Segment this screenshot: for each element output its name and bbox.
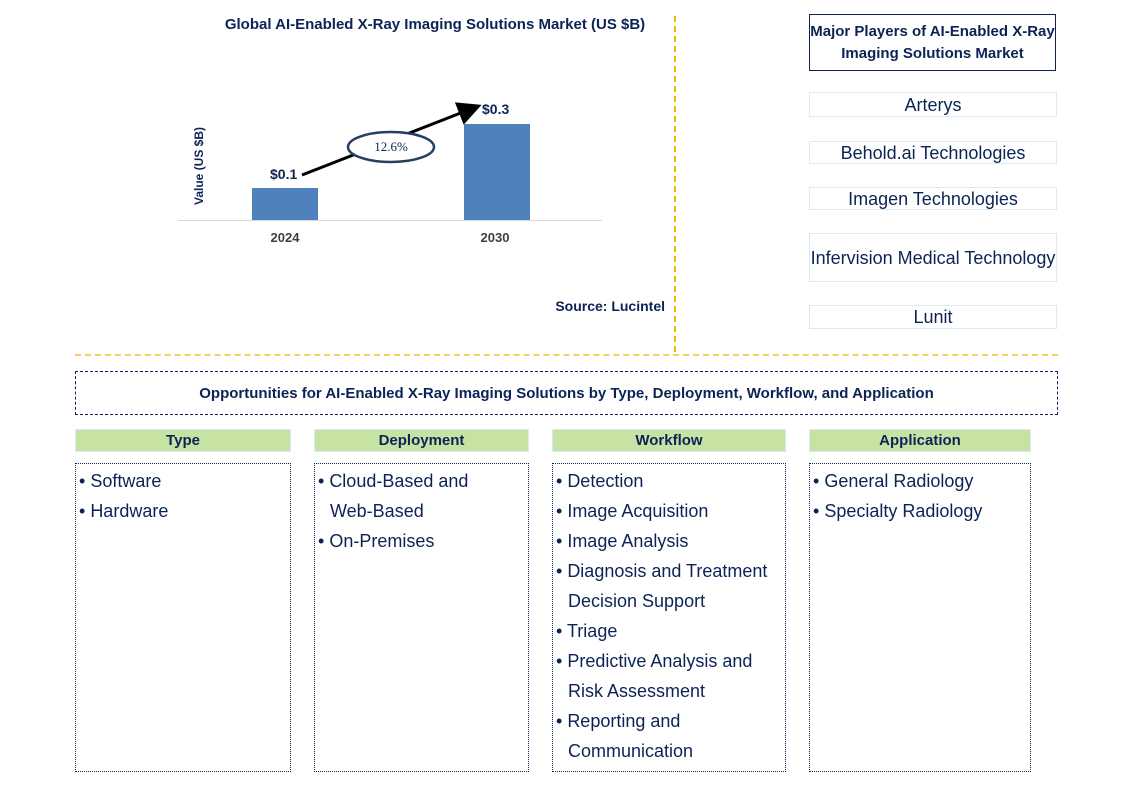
list-item: Cloud-Based and Web-Based: [318, 466, 488, 526]
x-tick-2030: 2030: [480, 230, 510, 245]
cagr-arrow-icon: [301, 102, 482, 177]
header-type: Type: [75, 429, 291, 452]
deployment-list: Cloud-Based and Web-Based On-Premises: [314, 463, 529, 772]
list-item: On-Premises: [318, 526, 488, 556]
type-list: Software Hardware: [75, 463, 291, 772]
list-item: Reporting and Communication: [556, 706, 785, 766]
chart-title: Global AI-Enabled X-Ray Imaging Solution…: [224, 16, 646, 33]
value-label-2024: $0.1: [270, 166, 298, 182]
bar-2030: [464, 124, 530, 220]
list-item: Predictive Analysis and Risk Assessment: [556, 646, 785, 706]
header-application: Application: [809, 429, 1031, 452]
list-item: Hardware: [79, 496, 290, 526]
players-title: Major Players of AI-Enabled X-Ray Imagin…: [809, 14, 1056, 71]
bar-2024: [252, 188, 318, 220]
cagr-label: 12.6%: [374, 139, 408, 154]
list-item: Software: [79, 466, 290, 496]
x-axis-line: [178, 220, 602, 221]
source-label: Source: Lucintel: [555, 298, 665, 314]
list-item: General Radiology: [813, 466, 1030, 496]
player-item: Infervision Medical Technology: [809, 233, 1057, 282]
header-deployment: Deployment: [314, 429, 529, 452]
header-workflow: Workflow: [552, 429, 786, 452]
list-item: Detection: [556, 466, 785, 496]
list-item: Image Analysis: [556, 526, 785, 556]
player-item: Lunit: [809, 305, 1057, 329]
x-tick-2024: 2024: [270, 230, 300, 245]
list-item: Image Acquisition: [556, 496, 785, 526]
player-item: Imagen Technologies: [809, 187, 1057, 210]
workflow-list: Detection Image Acquisition Image Analys…: [552, 463, 786, 772]
value-label-2030: $0.3: [482, 101, 510, 117]
list-item: Specialty Radiology: [813, 496, 1030, 526]
y-axis-label: Value (US $B): [192, 126, 206, 206]
player-item: Arterys: [809, 92, 1057, 117]
opportunities-title: Opportunities for AI-Enabled X-Ray Imagi…: [75, 371, 1058, 415]
vertical-divider: [674, 16, 676, 352]
list-item: Diagnosis and Treatment Decision Support: [556, 556, 785, 616]
horizontal-divider: [75, 354, 1058, 356]
list-item: Triage: [556, 616, 785, 646]
application-list: General Radiology Specialty Radiology: [809, 463, 1031, 772]
player-item: Behold.ai Technologies: [809, 141, 1057, 164]
